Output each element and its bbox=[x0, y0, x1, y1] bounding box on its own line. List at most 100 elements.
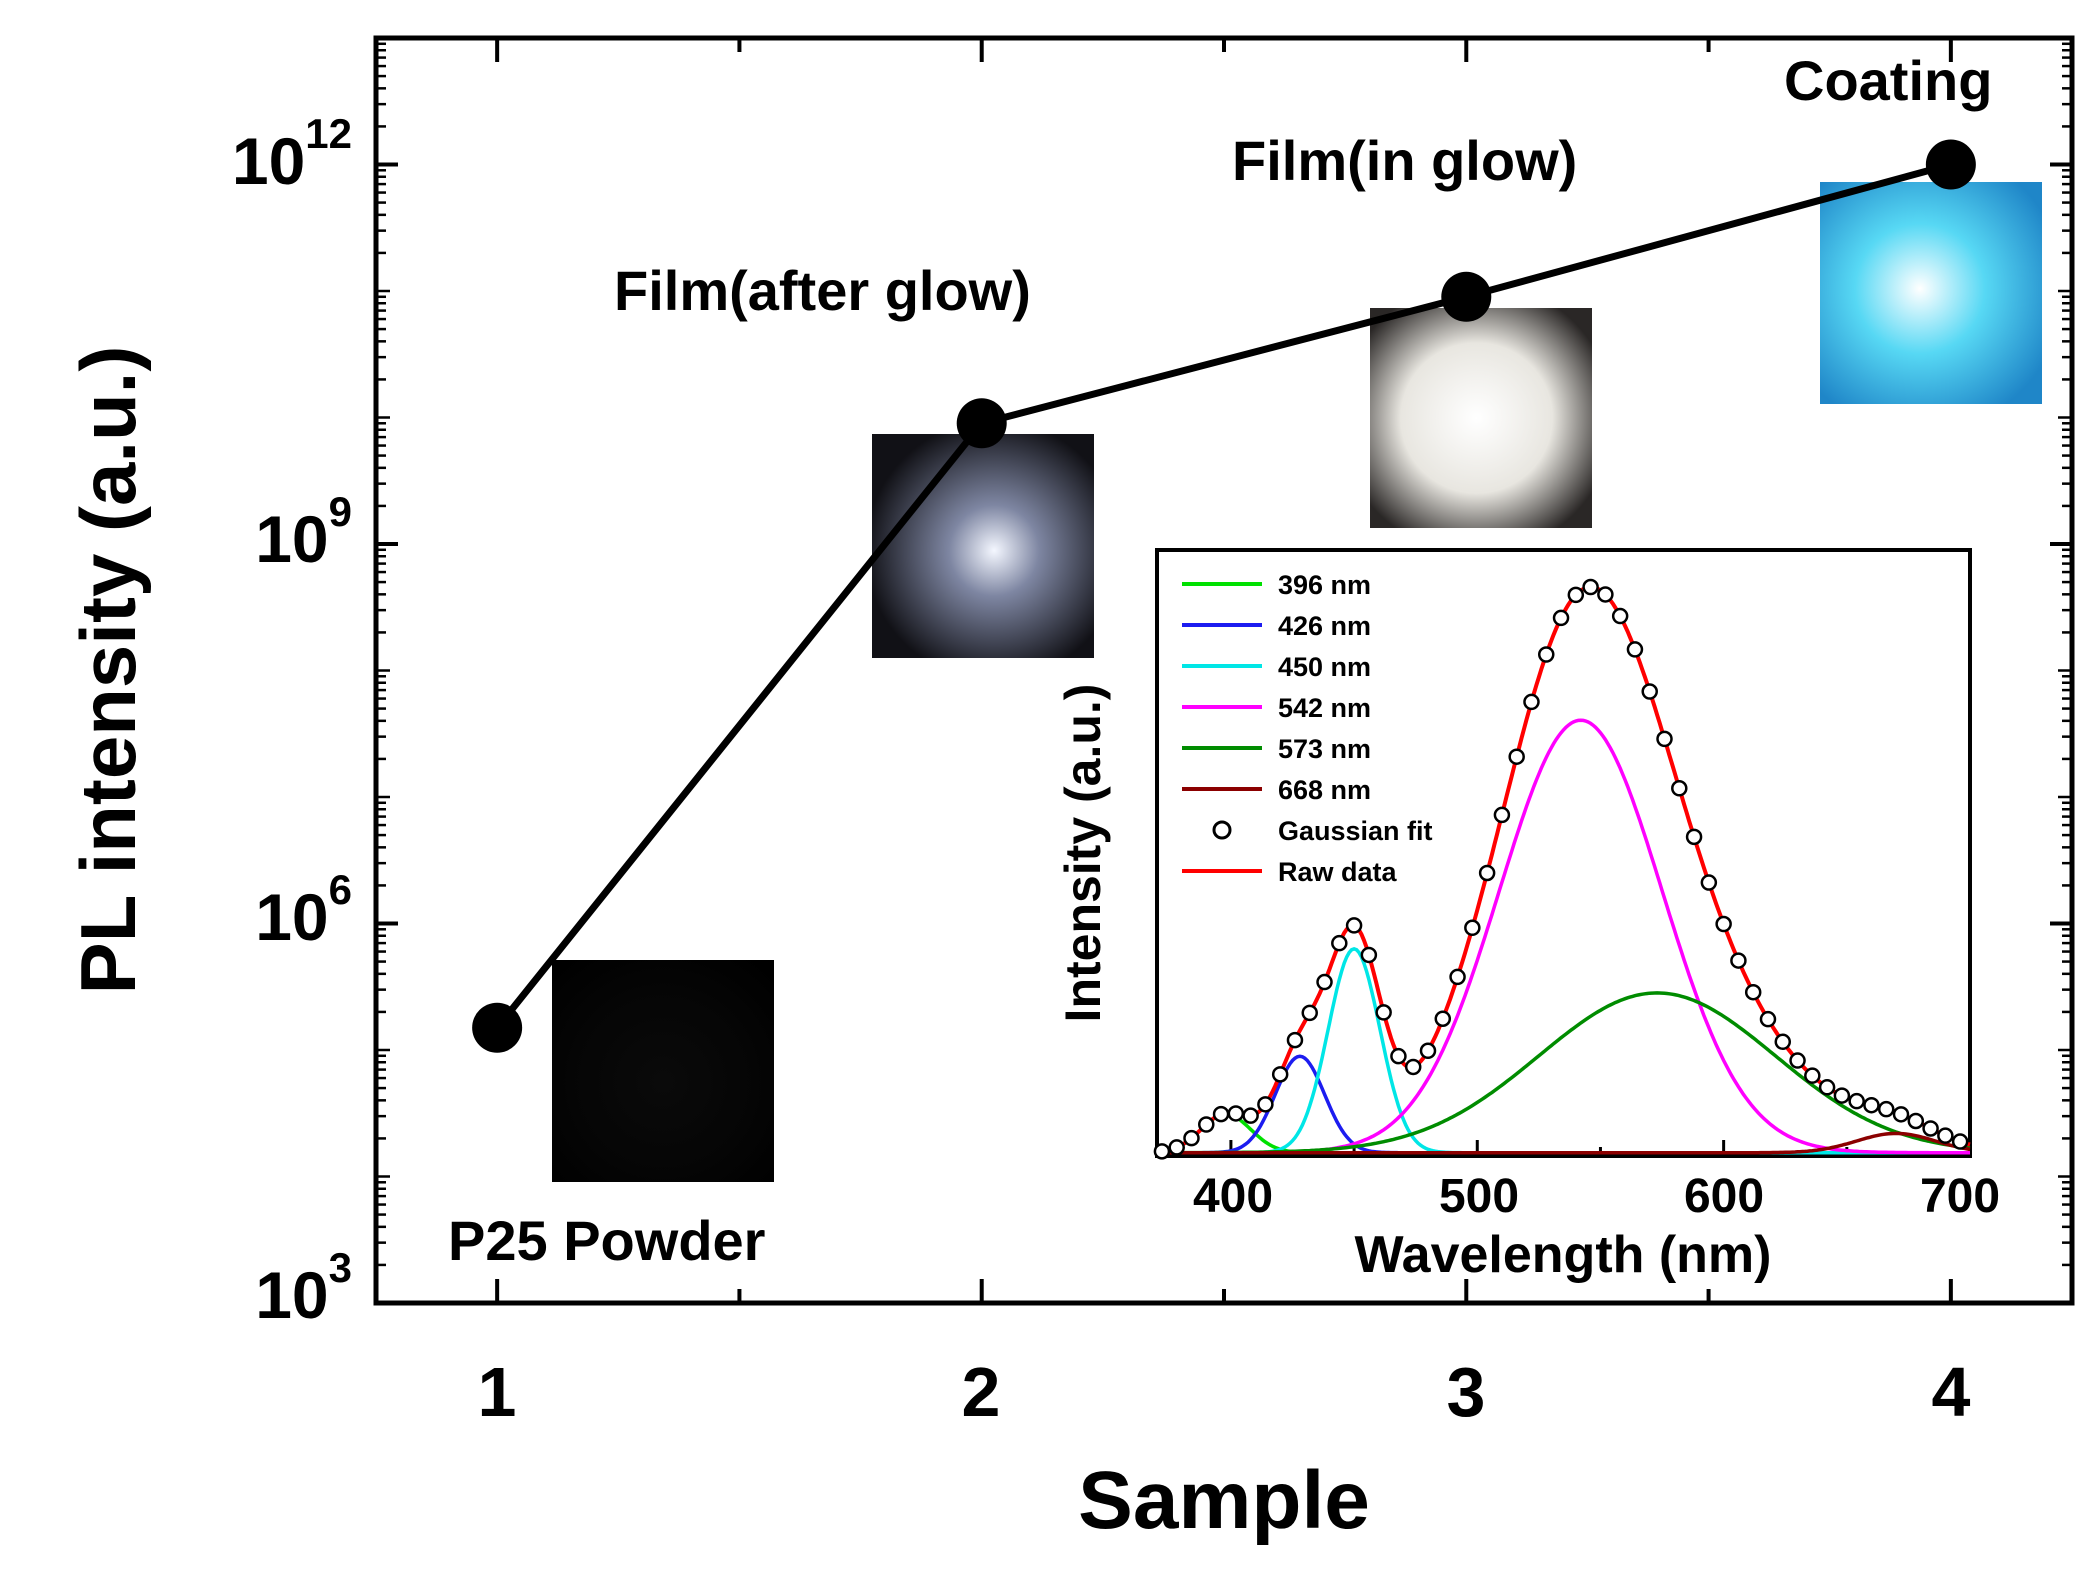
inset-gaussian-fit-marker bbox=[1671, 780, 1688, 797]
x-tick-label-3: 3 bbox=[1447, 1353, 1486, 1431]
inset-gaussian-fit-marker bbox=[1877, 1100, 1895, 1118]
inset-curve-668-nm bbox=[1157, 1131, 1971, 1155]
inset-gaussian-fit-marker bbox=[1419, 1042, 1437, 1060]
inset-x-tick-label-600: 600 bbox=[1684, 1170, 1764, 1223]
inset-gaussian-fit-marker bbox=[1951, 1133, 1969, 1150]
inset-gaussian-fit-marker bbox=[1907, 1112, 1925, 1130]
inset-x-tick-label-400: 400 bbox=[1193, 1170, 1273, 1223]
main-series-line bbox=[494, 161, 1952, 1030]
y-tick-label-1e9: 109 bbox=[255, 488, 352, 576]
inset-gaussian-fit-marker bbox=[1316, 973, 1333, 991]
inset-gaussian-fit-marker bbox=[1375, 1004, 1392, 1021]
inset-gaussian-fit-marker bbox=[1774, 1033, 1792, 1051]
inset-gaussian-fit-marker bbox=[1257, 1096, 1274, 1113]
data-point-sample-3 bbox=[1441, 271, 1492, 322]
main-axis-ticks bbox=[376, 38, 2072, 1305]
point-label-p25-powder: P25 Powder bbox=[448, 1209, 765, 1272]
main-data-layer bbox=[472, 139, 1976, 1053]
film-in-glow-photo bbox=[1370, 308, 1592, 528]
data-point-sample-2 bbox=[956, 398, 1007, 449]
inset-gaussian-fit-marker bbox=[1611, 607, 1629, 625]
inset-gaussian-fit-marker bbox=[1804, 1067, 1821, 1084]
inset-gaussian-fit-marker bbox=[1242, 1107, 1259, 1124]
inset-gaussian-fit-marker bbox=[1922, 1120, 1939, 1137]
p25-powder-photo bbox=[552, 960, 774, 1182]
inset-gaussian-fit-marker bbox=[1345, 917, 1363, 934]
inset-gaussian-fit-marker bbox=[1700, 874, 1718, 891]
main-chart: 103 106 109 1012 1 2 3 4 Sample PL inten… bbox=[64, 35, 2075, 1546]
inset-gaussian-fit-marker bbox=[1227, 1105, 1245, 1122]
coating-photo bbox=[1820, 182, 2042, 404]
y-tick-label-1e12: 1012 bbox=[232, 110, 352, 198]
inset-gaussian-fit-marker bbox=[1523, 693, 1540, 711]
inset-gaussian-fit-marker bbox=[1153, 1143, 1171, 1160]
inset-gaussian-fit-marker bbox=[1478, 864, 1496, 882]
inset-gaussian-fit-marker bbox=[1848, 1092, 1865, 1110]
inset-gaussian-fit-marker bbox=[1892, 1106, 1910, 1123]
inset-gaussian-fit-marker bbox=[1730, 952, 1747, 969]
legend-label-450: 450 nm bbox=[1278, 652, 1371, 682]
point-label-film-after-glow: Film(after glow) bbox=[614, 259, 1031, 322]
inset-gaussian-fit-marker bbox=[1212, 1105, 1230, 1123]
x-tick-label-4: 4 bbox=[1932, 1353, 1971, 1431]
inset-gaussian-fit-marker bbox=[1789, 1052, 1806, 1069]
point-label-film-in-glow: Film(in glow) bbox=[1232, 129, 1577, 192]
inset-gaussian-fit-marker bbox=[1493, 806, 1511, 824]
point-label-coating: Coating bbox=[1784, 49, 1992, 112]
inset-gaussian-fit-marker bbox=[1434, 1010, 1452, 1027]
inset-gaussian-fit-marker bbox=[1538, 646, 1555, 663]
y-axis-title: PL intensity (a.u.) bbox=[64, 346, 152, 995]
legend-label-426: 426 nm bbox=[1278, 611, 1371, 641]
inset-gaussian-fit-marker bbox=[1863, 1096, 1880, 1114]
inset-gaussian-fit-marker bbox=[1626, 641, 1644, 658]
inset-gaussian-fit-marker bbox=[1597, 586, 1614, 603]
x-axis-title: Sample bbox=[1078, 1455, 1370, 1546]
inset-legend: 396 nm 426 nm 450 nm 542 nm 573 nm 668 n… bbox=[1182, 570, 1433, 887]
inset-y-axis-title: Intensity (a.u.) bbox=[1055, 684, 1111, 1023]
y-tick-label-1e3: 103 bbox=[255, 1244, 352, 1332]
inset-x-tick-label-700: 700 bbox=[1920, 1170, 2000, 1223]
legend-label-668: 668 nm bbox=[1278, 775, 1371, 805]
inset-data-layer bbox=[1153, 578, 1971, 1160]
inset-x-axis-title: Wavelength (nm) bbox=[1355, 1226, 1772, 1284]
inset-gaussian-fit-marker bbox=[1818, 1079, 1836, 1096]
inset-gaussian-fit-marker bbox=[1301, 1004, 1318, 1022]
inset-gaussian-fit-marker bbox=[1937, 1127, 1954, 1144]
inset-gaussian-fit-marker bbox=[1685, 828, 1703, 846]
inset-chart: 396 nm 426 nm 450 nm 542 nm 573 nm 668 n… bbox=[1055, 548, 2000, 1284]
inset-gaussian-fit-marker bbox=[1449, 968, 1466, 986]
legend-label-573: 573 nm bbox=[1278, 734, 1371, 764]
inset-gaussian-fit-marker bbox=[1168, 1139, 1185, 1156]
inset-plot-frame bbox=[1155, 548, 1972, 1158]
inset-gaussian-fit-marker bbox=[1404, 1058, 1422, 1076]
inset-gaussian-fit-marker bbox=[1759, 1010, 1777, 1028]
inset-gaussian-fit-marker bbox=[1271, 1066, 1289, 1083]
inset-gaussian-fit-marker bbox=[1833, 1087, 1851, 1104]
inset-gaussian-fit-marker bbox=[1464, 919, 1481, 937]
x-tick-label-1: 1 bbox=[478, 1353, 517, 1431]
inset-gaussian-fit-marker bbox=[1582, 578, 1599, 596]
legend-label-542: 542 nm bbox=[1278, 693, 1371, 723]
inset-gaussian-fit-marker bbox=[1715, 915, 1732, 933]
inset-gaussian-fit-marker bbox=[1552, 609, 1570, 627]
inset-x-tick-label-500: 500 bbox=[1439, 1170, 1519, 1223]
data-point-sample-4 bbox=[1925, 139, 1976, 190]
legend-swatch-gaussian-fit bbox=[1212, 820, 1232, 840]
inset-gaussian-fit-marker bbox=[1641, 683, 1658, 700]
inset-gaussian-fit-marker bbox=[1360, 946, 1378, 964]
y-tick-label-1e6: 106 bbox=[255, 866, 352, 954]
inset-gaussian-fit-marker bbox=[1508, 748, 1525, 765]
x-tick-label-2: 2 bbox=[962, 1353, 1001, 1431]
inset-gaussian-fit-marker bbox=[1183, 1129, 1200, 1147]
inset-gaussian-fit-marker bbox=[1198, 1116, 1215, 1133]
data-point-sample-1 bbox=[472, 1002, 523, 1053]
legend-label-396: 396 nm bbox=[1278, 570, 1371, 600]
film-after-glow-photo bbox=[872, 434, 1094, 658]
legend-label-gaussian-fit: Gaussian fit bbox=[1278, 816, 1433, 846]
inset-gaussian-fit-marker bbox=[1390, 1047, 1407, 1065]
inset-gaussian-fit-marker bbox=[1656, 730, 1673, 748]
inset-gaussian-fit-marker bbox=[1331, 934, 1348, 952]
legend-label-raw-data: Raw data bbox=[1278, 857, 1398, 887]
inset-gaussian-fit-marker bbox=[1286, 1031, 1304, 1049]
